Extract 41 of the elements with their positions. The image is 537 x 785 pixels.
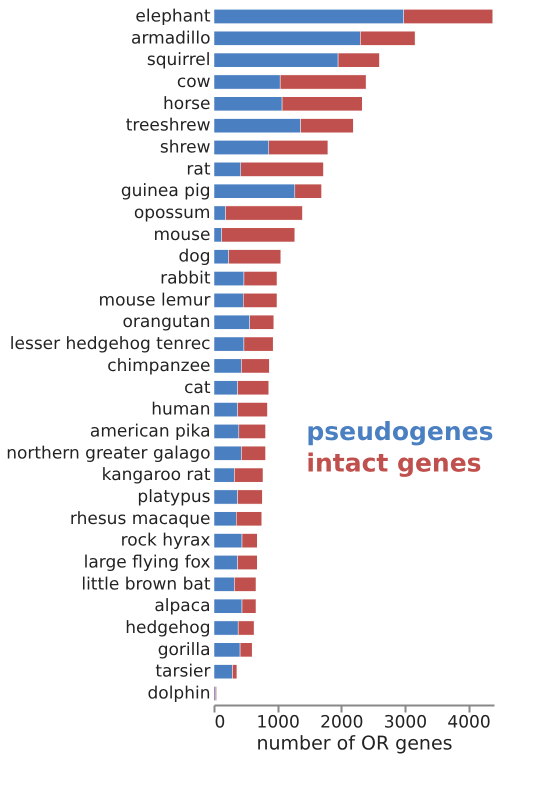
y-tick-label: dolphin: [148, 684, 210, 704]
y-tick-label: mouse: [153, 224, 210, 245]
y-tick-label: orangutan: [122, 312, 210, 332]
y-tick-label: hedgehog: [125, 618, 210, 638]
bar: [214, 664, 233, 680]
y-tick-label: elephant: [135, 6, 211, 26]
y-tick-label: rat: [186, 159, 211, 180]
x-axis-title: number of OR genes: [256, 732, 453, 754]
y-tick-label: rabbit: [160, 268, 211, 289]
y-tick-label: platypus: [137, 486, 211, 507]
y-tick-label: horse: [163, 94, 210, 114]
y-tick-label: kangaroo rat: [102, 465, 211, 486]
y-tick-label: little brown bat: [81, 574, 211, 594]
x-tick-label: 0: [214, 712, 226, 732]
y-tick-label: gorilla: [158, 640, 210, 660]
y-tick-label: rhesus macaque: [70, 508, 210, 529]
y-tick-label: treeshrew: [126, 116, 211, 136]
y-tick-label: guinea pig: [120, 181, 210, 202]
text: pseudogenes: [306, 417, 494, 446]
x-tick-label: 4000: [447, 712, 491, 732]
y-tick-label: shrew: [160, 138, 211, 158]
y-tick-label: lesser hedgehog tenrec: [10, 334, 210, 354]
y-tick-label: chimpanzee: [107, 356, 210, 376]
y-tick-label: cat: [184, 378, 211, 398]
y-tick-label: rock hyrax: [120, 530, 210, 551]
y-tick-label: human: [151, 400, 210, 420]
y-tick-label: northern greater galago: [6, 443, 210, 464]
y-tick-label: armadillo: [131, 28, 210, 48]
y-tick-label: american pika: [90, 421, 210, 442]
x-tick-label: 1000: [256, 712, 300, 732]
series-label: intact genes: [306, 448, 482, 478]
y-tick-label: mouse lemur: [98, 290, 211, 310]
y-tick-label: cow: [176, 72, 211, 92]
y-tick-label: large flying fox: [84, 552, 210, 572]
y-tick-label: opossum: [134, 203, 210, 224]
y-tick-label: dog: [178, 246, 210, 267]
y-tick-label: squirrel: [146, 50, 210, 70]
x-tick-label: 2000: [320, 712, 364, 732]
y-tick-label: tarsier: [155, 662, 210, 682]
x-tick-label: 3000: [384, 712, 428, 732]
y-tick-label: alpaca: [154, 596, 210, 616]
